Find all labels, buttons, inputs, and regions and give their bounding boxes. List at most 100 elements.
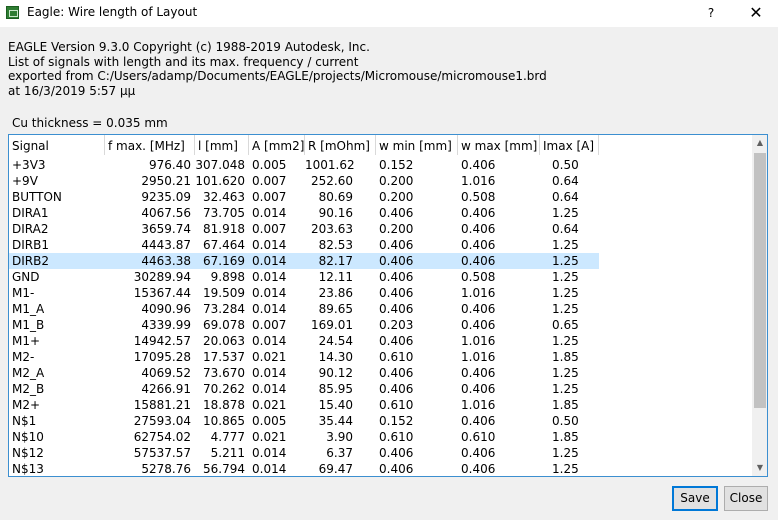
scrollbar-thumb[interactable] [754, 153, 766, 408]
column-header-length[interactable]: l [mm] [195, 135, 249, 155]
wmin-cell: 0.406 [379, 334, 414, 348]
fmax-cell: 2950.21 [141, 174, 191, 188]
wmax-cell: 1.016 [461, 334, 496, 348]
column-header-area[interactable]: A [mm2] [249, 135, 305, 155]
resistance-cell: 35.44 [318, 414, 353, 428]
resistance-cell: 12.11 [318, 270, 353, 284]
wmax-cell: 1.016 [461, 398, 496, 412]
column-header-wmax[interactable]: w max [mm] [458, 135, 540, 155]
table-row[interactable]: N$12 57537.57 5.211 0.014 6.37 0.406 0.406 1.25 [9, 445, 599, 461]
info-line-path: exported from C:/Users/adamp/Documents/E… [8, 69, 547, 83]
close-button[interactable]: Close [724, 486, 768, 511]
wmax-cell: 1.016 [461, 174, 496, 188]
table-row[interactable]: +3V3 976.40 307.048 0.005 1001.62 0.152 0.406 0… [9, 157, 599, 173]
imax-cell: 1.85 [552, 430, 579, 444]
length-cell: 18.878 [203, 398, 245, 412]
signal-cell: +3V3 [12, 158, 46, 172]
resistance-cell: 252.60 [311, 174, 353, 188]
signal-cell: BUTTON [12, 190, 62, 204]
column-header-resistance[interactable]: R [mOhm] [305, 135, 376, 155]
area-cell: 0.014 [252, 462, 287, 476]
area-cell: 0.014 [252, 206, 287, 220]
length-cell: 101.620 [195, 174, 245, 188]
scroll-up-arrow-icon[interactable]: ▲ [756, 138, 764, 147]
resistance-cell: 169.01 [311, 318, 353, 332]
length-cell: 73.705 [203, 206, 245, 220]
fmax-cell: 4339.99 [141, 318, 191, 332]
table-row[interactable]: M1_A 4090.96 73.284 0.014 89.65 0.406 0.406 1.2… [9, 301, 599, 317]
table-row[interactable]: N$13 5278.76 56.794 0.014 69.47 0.406 0.406 1.2… [9, 461, 599, 476]
wmin-cell: 0.406 [379, 382, 414, 396]
save-button[interactable]: Save [672, 486, 718, 511]
imax-cell: 1.25 [552, 206, 579, 220]
table-row[interactable]: M1+ 14942.57 20.063 0.014 24.54 0.406 1.016 1.2… [9, 333, 599, 349]
wmin-cell: 0.406 [379, 270, 414, 284]
wmin-cell: 0.406 [379, 238, 414, 252]
length-cell: 32.463 [203, 190, 245, 204]
wmax-cell: 0.406 [461, 254, 496, 268]
column-header-signal[interactable]: ^ Signal [9, 135, 105, 155]
imax-cell: 1.85 [552, 350, 579, 364]
resistance-cell: 14.30 [318, 350, 353, 364]
column-header-fmax[interactable]: f max. [MHz] [105, 135, 195, 155]
table-row[interactable]: M2_B 4266.91 70.262 0.014 85.95 0.406 0.406 1.2… [9, 381, 599, 397]
imax-cell: 0.50 [552, 414, 579, 428]
wmax-cell: 0.406 [461, 206, 496, 220]
table-row[interactable]: N$1 27593.04 10.865 0.005 35.44 0.152 0.406 0.5… [9, 413, 599, 429]
area-cell: 0.021 [252, 350, 287, 364]
length-cell: 17.537 [203, 350, 245, 364]
wmin-cell: 0.406 [379, 462, 414, 476]
fmax-cell: 57537.57 [133, 446, 191, 460]
window-close-button[interactable]: ✕ [749, 3, 763, 22]
column-header-imax[interactable]: Imax [A] [540, 135, 599, 155]
table-row[interactable]: BUTTON 9235.09 32.463 0.007 80.69 0.200 0.508 0… [9, 189, 599, 205]
wmin-cell: 0.406 [379, 366, 414, 380]
length-cell: 73.670 [203, 366, 245, 380]
resistance-cell: 89.65 [318, 302, 353, 316]
resistance-cell: 90.12 [318, 366, 353, 380]
table-row[interactable]: +9V 2950.21 101.620 0.007 252.60 0.200 1.016 0.… [9, 173, 599, 189]
wmax-cell: 0.406 [461, 238, 496, 252]
vertical-scrollbar[interactable]: ▲ ▼ [752, 135, 767, 476]
wmin-cell: 0.203 [379, 318, 414, 332]
area-cell: 0.014 [252, 286, 287, 300]
scroll-down-arrow-icon[interactable]: ▼ [756, 463, 764, 472]
fmax-cell: 4463.38 [141, 254, 191, 268]
cu-thickness-label: Cu thickness = 0.035 mm [12, 116, 168, 130]
area-cell: 0.014 [252, 254, 287, 268]
info-line-date: at 16/3/2019 5:57 μμ [8, 83, 136, 98]
imax-cell: 0.65 [552, 318, 579, 332]
table-row[interactable]: M2_A 4069.52 73.670 0.014 90.12 0.406 0.406 1.2… [9, 365, 599, 381]
eagle-app-icon [6, 6, 19, 19]
table-row[interactable]: DIRA2 3659.74 81.918 0.007 203.63 0.200 0.406 0… [9, 221, 599, 237]
table-row[interactable]: M1_B 4339.99 69.078 0.007 169.01 0.203 0.406 0.… [9, 317, 599, 333]
table-row[interactable]: N$10 62754.02 4.777 0.021 3.90 0.610 0.610 1.85 [9, 429, 599, 445]
signal-cell: M2_B [12, 382, 45, 396]
table-header: ^ Signal f max. [MHz] l [mm] A [mm2] R [… [9, 135, 599, 155]
wmin-cell: 0.200 [379, 190, 414, 204]
signal-cell: M2_A [12, 366, 45, 380]
signal-cell: DIRB1 [12, 238, 49, 252]
table-row[interactable]: M1- 15367.44 19.509 0.014 23.86 0.406 1.016 1.2… [9, 285, 599, 301]
table-row[interactable]: M2+ 15881.21 18.878 0.021 15.40 0.610 1.016 1.8… [9, 397, 599, 413]
fmax-cell: 4069.52 [141, 366, 191, 380]
wmax-cell: 0.508 [461, 190, 496, 204]
imax-cell: 0.64 [552, 222, 579, 236]
table-body: +3V3 976.40 307.048 0.005 1001.62 0.152 0.406 0… [9, 157, 599, 476]
imax-cell: 1.25 [552, 462, 579, 476]
signal-cell: GND [12, 270, 40, 284]
help-button[interactable]: ? [707, 6, 715, 20]
table-row[interactable]: M2- 17095.28 17.537 0.021 14.30 0.610 1.016 1.8… [9, 349, 599, 365]
wmin-cell: 0.406 [379, 302, 414, 316]
signal-table[interactable]: ^ Signal f max. [MHz] l [mm] A [mm2] R [… [8, 134, 768, 477]
signal-cell: N$12 [12, 446, 44, 460]
table-row[interactable]: DIRB2 4463.38 67.169 0.014 82.17 0.406 0.406 1.… [9, 253, 599, 269]
area-cell: 0.014 [252, 302, 287, 316]
table-row[interactable]: GND 30289.94 9.898 0.014 12.11 0.406 0.508 1.25 [9, 269, 599, 285]
column-header-wmin[interactable]: w min [mm] [376, 135, 458, 155]
table-row[interactable]: DIRB1 4443.87 67.464 0.014 82.53 0.406 0.406 1.… [9, 237, 599, 253]
fmax-cell: 62754.02 [133, 430, 191, 444]
wmax-cell: 1.016 [461, 350, 496, 364]
table-row[interactable]: DIRA1 4067.56 73.705 0.014 90.16 0.406 0.406 1.… [9, 205, 599, 221]
wmax-cell: 0.406 [461, 366, 496, 380]
